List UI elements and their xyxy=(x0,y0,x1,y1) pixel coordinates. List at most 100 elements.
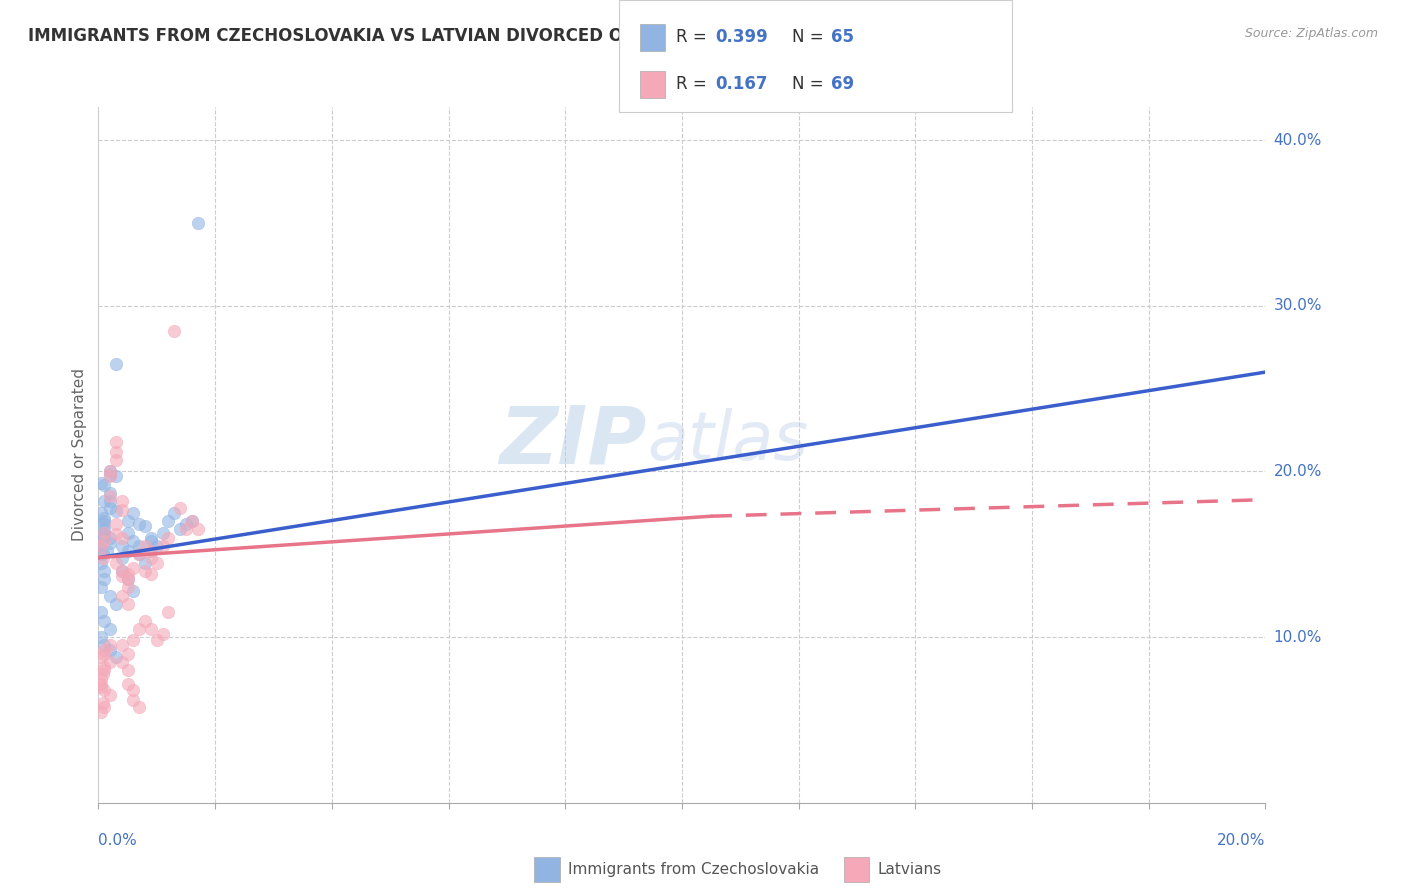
Point xyxy=(90,476,112,491)
Point xyxy=(90,605,112,619)
Point xyxy=(157,531,180,545)
Point xyxy=(104,469,127,483)
Point xyxy=(111,539,134,553)
Point xyxy=(180,514,202,528)
Point xyxy=(98,465,121,479)
Point xyxy=(93,699,115,714)
Point xyxy=(98,589,121,603)
Point xyxy=(180,514,202,528)
Point xyxy=(117,572,139,586)
Point xyxy=(117,647,139,661)
Point xyxy=(90,539,112,553)
Point xyxy=(139,544,162,558)
Point xyxy=(111,564,134,578)
Point xyxy=(111,589,134,603)
Point xyxy=(157,605,180,619)
Point xyxy=(152,627,174,641)
Point xyxy=(139,531,162,545)
Point xyxy=(91,547,114,561)
Point xyxy=(117,663,139,677)
Point xyxy=(98,500,121,515)
Point xyxy=(91,531,114,545)
Point xyxy=(98,489,121,503)
Point xyxy=(187,216,209,230)
Point xyxy=(122,693,145,707)
Point xyxy=(174,517,197,532)
Point xyxy=(91,527,114,541)
Point xyxy=(146,539,169,553)
Point xyxy=(93,647,115,661)
Text: R =: R = xyxy=(676,29,713,46)
Point xyxy=(128,699,150,714)
Point xyxy=(98,622,121,636)
Point xyxy=(98,467,121,482)
Point xyxy=(93,660,115,674)
Point xyxy=(93,517,115,532)
Point xyxy=(128,539,150,553)
Point xyxy=(117,676,139,690)
Point xyxy=(152,539,174,553)
Text: IMMIGRANTS FROM CZECHOSLOVAKIA VS LATVIAN DIVORCED OR SEPARATED CORRELATION CHAR: IMMIGRANTS FROM CZECHOSLOVAKIA VS LATVIA… xyxy=(28,27,955,45)
Point xyxy=(122,633,145,648)
Y-axis label: Divorced or Separated: Divorced or Separated xyxy=(72,368,87,541)
Point xyxy=(169,523,191,537)
Point xyxy=(117,514,139,528)
Point xyxy=(122,683,145,698)
Point xyxy=(152,525,174,540)
Point xyxy=(104,444,127,458)
Point xyxy=(174,523,197,537)
Point xyxy=(117,581,139,595)
Point xyxy=(98,469,121,483)
Point xyxy=(93,643,115,657)
Point xyxy=(139,534,162,549)
Text: Source: ZipAtlas.com: Source: ZipAtlas.com xyxy=(1244,27,1378,40)
Point xyxy=(122,583,145,598)
Point xyxy=(98,643,121,657)
Point xyxy=(90,581,112,595)
Point xyxy=(139,544,162,558)
Point xyxy=(91,697,114,711)
Point xyxy=(117,597,139,611)
Text: 20.0%: 20.0% xyxy=(1218,833,1265,848)
Point xyxy=(117,544,139,558)
Point xyxy=(104,517,127,532)
Text: 69: 69 xyxy=(831,76,853,94)
Text: Immigrants from Czechoslovakia: Immigrants from Czechoslovakia xyxy=(568,863,820,877)
Point xyxy=(93,514,115,528)
Point xyxy=(93,523,115,537)
Point xyxy=(98,494,121,508)
Point xyxy=(117,567,139,582)
Point xyxy=(90,539,112,553)
Text: 65: 65 xyxy=(831,29,853,46)
Point xyxy=(117,572,139,586)
Point xyxy=(122,560,145,574)
Text: 0.399: 0.399 xyxy=(716,29,769,46)
Point xyxy=(104,504,127,518)
Point xyxy=(111,655,134,669)
Point xyxy=(163,324,186,338)
Point xyxy=(111,494,134,508)
Point xyxy=(104,556,127,570)
Point xyxy=(128,517,150,532)
Point xyxy=(169,500,191,515)
Point xyxy=(104,453,127,467)
Point xyxy=(104,434,127,449)
Text: 10.0%: 10.0% xyxy=(1274,630,1322,645)
Point xyxy=(90,547,112,561)
Point xyxy=(93,477,115,491)
Point xyxy=(93,639,115,653)
Point xyxy=(128,622,150,636)
Point xyxy=(93,511,115,525)
Point xyxy=(93,527,115,541)
Point xyxy=(139,567,162,582)
Point xyxy=(93,525,115,540)
Point xyxy=(122,506,145,520)
Point xyxy=(90,556,112,570)
Point xyxy=(89,537,111,551)
Point xyxy=(90,506,112,520)
Point xyxy=(146,633,169,648)
Point xyxy=(93,494,115,508)
Text: 30.0%: 30.0% xyxy=(1274,298,1322,313)
Text: 0.167: 0.167 xyxy=(716,76,768,94)
Point xyxy=(93,663,115,677)
